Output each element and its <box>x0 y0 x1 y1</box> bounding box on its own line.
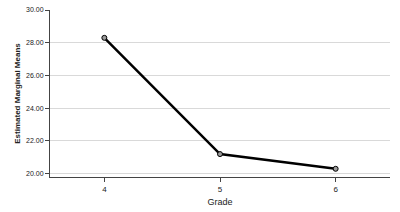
svg-text:26.00: 26.00 <box>26 72 44 79</box>
svg-text:24.00: 24.00 <box>26 105 44 112</box>
svg-text:Grade: Grade <box>207 197 232 207</box>
svg-text:28.00: 28.00 <box>26 39 44 46</box>
svg-text:30.00: 30.00 <box>26 6 44 13</box>
svg-text:22.00: 22.00 <box>26 137 44 144</box>
svg-text:5: 5 <box>218 185 223 194</box>
svg-text:4: 4 <box>102 185 107 194</box>
svg-text:Estimated Marginal Means: Estimated Marginal Means <box>13 43 22 144</box>
svg-text:6: 6 <box>333 185 338 194</box>
svg-text:20.00: 20.00 <box>26 170 44 177</box>
